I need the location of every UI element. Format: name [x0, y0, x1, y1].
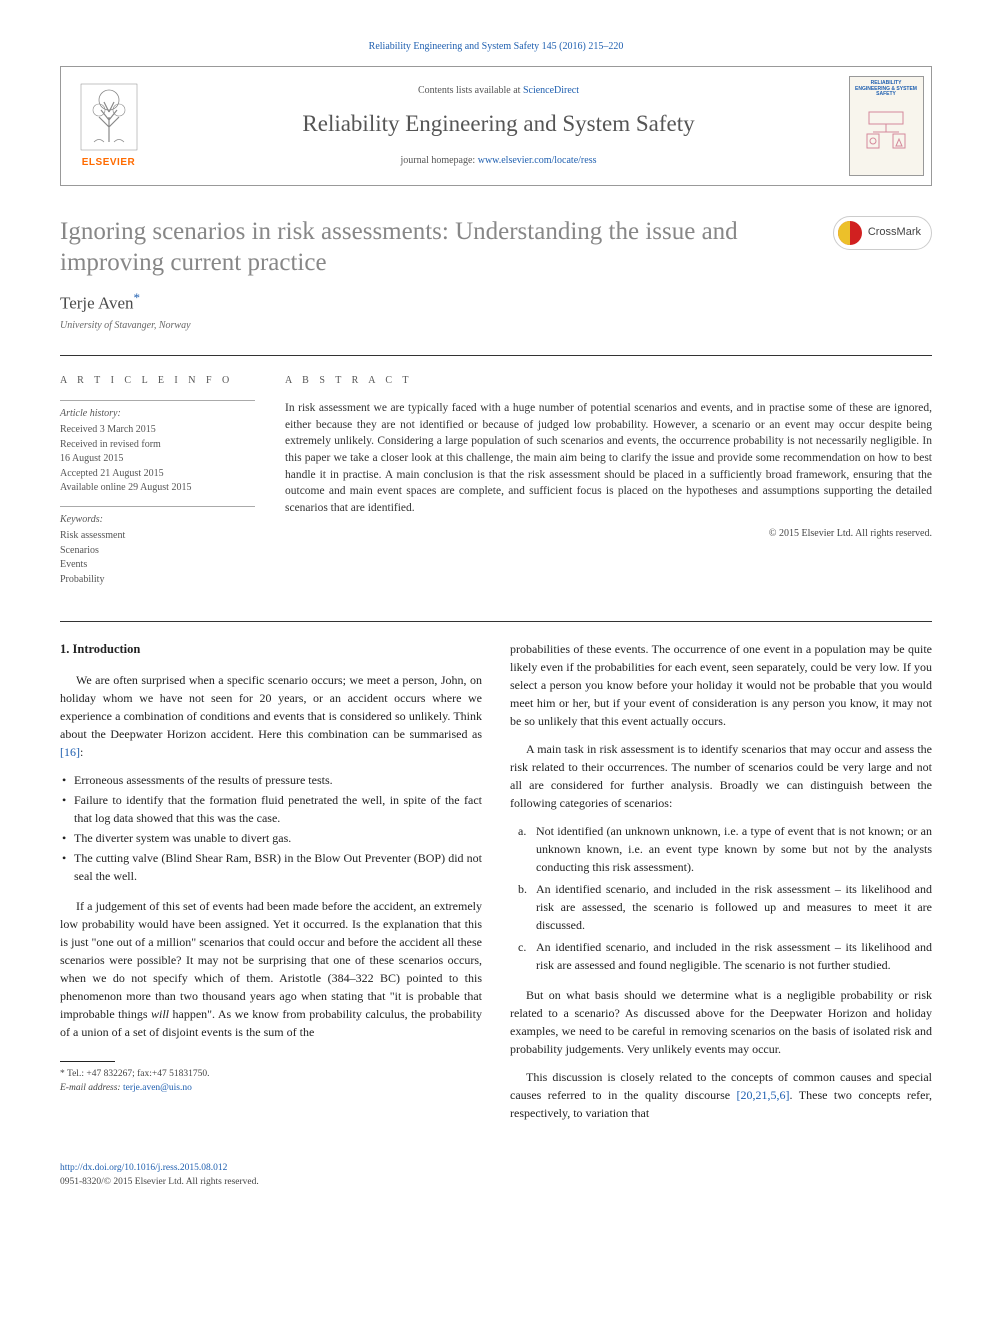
list-item: c.An identified scenario, and included i…	[518, 938, 932, 974]
elsevier-wordmark: ELSEVIER	[82, 156, 135, 170]
list-item: The diverter system was unable to divert…	[60, 829, 482, 847]
email-label: E-mail address:	[60, 1083, 121, 1093]
abstract-heading: A B S T R A C T	[285, 374, 932, 388]
sciencedirect-link[interactable]: ScienceDirect	[523, 85, 579, 96]
tel-value: +47 832267; fax:+47 51831750.	[86, 1069, 209, 1079]
body-paragraph: But on what basis should we determine wh…	[510, 986, 932, 1058]
list-item: b.An identified scenario, and included i…	[518, 880, 932, 934]
keyword: Probability	[60, 573, 255, 588]
abstract-copyright: © 2015 Elsevier Ltd. All rights reserved…	[285, 527, 932, 541]
history-line: 16 August 2015	[60, 452, 255, 467]
author-name: Terje Aven	[60, 293, 134, 312]
crossmark-label: CrossMark	[868, 225, 921, 240]
body-left-column: 1. Introduction We are often surprised w…	[60, 640, 482, 1132]
homepage-link[interactable]: www.elsevier.com/locate/ress	[478, 155, 597, 166]
keywords-block: Keywords: Risk assessment Scenarios Even…	[60, 506, 255, 588]
list-item: Erroneous assessments of the results of …	[60, 771, 482, 789]
email-link[interactable]: terje.aven@uis.no	[123, 1083, 192, 1093]
crossmark-icon	[838, 221, 862, 245]
keyword: Risk assessment	[60, 529, 255, 544]
letter-list: a.Not identified (an unknown unknown, i.…	[518, 822, 932, 974]
history-line: Received in revised form	[60, 438, 255, 453]
doi-link[interactable]: http://dx.doi.org/10.1016/j.ress.2015.08…	[60, 1163, 227, 1173]
journal-cover[interactable]: RELIABILITY ENGINEERING & SYSTEM SAFETY	[841, 67, 931, 185]
keywords-title: Keywords:	[60, 513, 255, 528]
keyword: Events	[60, 558, 255, 573]
section-heading: 1. Introduction	[60, 640, 482, 659]
abstract-text: In risk assessment we are typically face…	[285, 400, 932, 517]
footnote-email: E-mail address: terje.aven@uis.no	[60, 1082, 482, 1095]
article-info: A R T I C L E I N F O Article history: R…	[60, 374, 255, 598]
body-columns: 1. Introduction We are often surprised w…	[60, 621, 932, 1132]
homepage-prefix: journal homepage:	[401, 155, 478, 166]
cover-graphic-icon	[861, 106, 911, 156]
journal-name: Reliability Engineering and System Safet…	[302, 108, 694, 140]
list-item: Failure to identify that the formation f…	[60, 791, 482, 827]
author-line: Terje Aven*	[60, 289, 932, 315]
crossmark-badge[interactable]: CrossMark	[833, 216, 932, 250]
ref-link[interactable]: [16]	[60, 745, 80, 759]
page-footer: http://dx.doi.org/10.1016/j.ress.2015.08…	[60, 1162, 932, 1189]
meta-row: A R T I C L E I N F O Article history: R…	[60, 355, 932, 598]
journal-header: ELSEVIER Contents lists available at Sci…	[60, 66, 932, 186]
info-heading: A R T I C L E I N F O	[60, 374, 255, 388]
history-line: Accepted 21 August 2015	[60, 467, 255, 482]
body-right-column: probabilities of these events. The occur…	[510, 640, 932, 1132]
issn-line: 0951-8320/© 2015 Elsevier Ltd. All right…	[60, 1177, 259, 1187]
list-item: a.Not identified (an unknown unknown, i.…	[518, 822, 932, 876]
elsevier-logo[interactable]: ELSEVIER	[61, 67, 156, 185]
body-paragraph: We are often surprised when a specific s…	[60, 671, 482, 761]
bullet-list: Erroneous assessments of the results of …	[60, 771, 482, 885]
header-center: Contents lists available at ScienceDirec…	[156, 67, 841, 185]
ref-link[interactable]: [20,21,5,6]	[737, 1088, 790, 1102]
homepage-line: journal homepage: www.elsevier.com/locat…	[401, 154, 597, 168]
author-corr-marker: *	[134, 290, 141, 305]
body-paragraph: probabilities of these events. The occur…	[510, 640, 932, 730]
body-paragraph: This discussion is closely related to th…	[510, 1068, 932, 1122]
contents-line: Contents lists available at ScienceDirec…	[418, 84, 579, 98]
elsevier-tree-icon	[79, 82, 139, 152]
history-line: Available online 29 August 2015	[60, 481, 255, 496]
body-paragraph: A main task in risk assessment is to ide…	[510, 740, 932, 812]
article-header: Ignoring scenarios in risk assessments: …	[60, 216, 932, 279]
abstract-block: A B S T R A C T In risk assessment we ar…	[285, 374, 932, 598]
top-citation: Reliability Engineering and System Safet…	[60, 40, 932, 54]
footnote-separator	[60, 1061, 115, 1062]
history-block: Article history: Received 3 March 2015 R…	[60, 400, 255, 496]
history-line: Received 3 March 2015	[60, 423, 255, 438]
list-item: The cutting valve (Blind Shear Ram, BSR)…	[60, 849, 482, 885]
footnote-tel: * Tel.: +47 832267; fax:+47 51831750.	[60, 1068, 482, 1081]
keyword: Scenarios	[60, 544, 255, 559]
affiliation: University of Stavanger, Norway	[60, 319, 932, 333]
page-root: Reliability Engineering and System Safet…	[0, 0, 992, 1219]
history-title: Article history:	[60, 407, 255, 422]
tel-label: * Tel.:	[60, 1069, 84, 1079]
cover-title: RELIABILITY ENGINEERING & SYSTEM SAFETY	[854, 81, 919, 98]
contents-prefix: Contents lists available at	[418, 85, 523, 96]
body-paragraph: If a judgement of this set of events had…	[60, 897, 482, 1041]
article-title: Ignoring scenarios in risk assessments: …	[60, 216, 800, 279]
